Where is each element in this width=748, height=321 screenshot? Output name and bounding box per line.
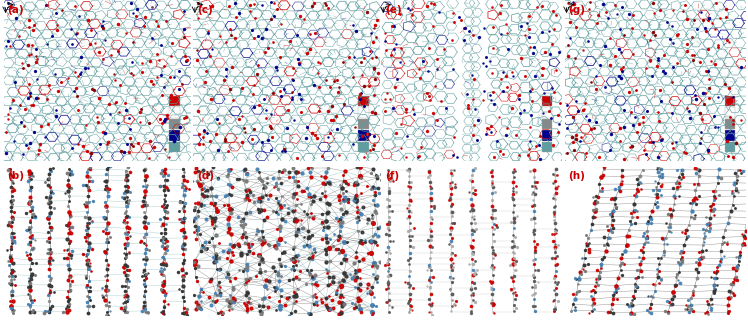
Text: (h): (h)	[568, 171, 585, 181]
FancyBboxPatch shape	[725, 107, 735, 118]
Text: (e): (e)	[385, 5, 402, 15]
Text: (b): (b)	[7, 171, 25, 181]
FancyBboxPatch shape	[542, 96, 551, 106]
FancyBboxPatch shape	[358, 142, 369, 152]
Text: (a): (a)	[7, 5, 24, 15]
FancyBboxPatch shape	[358, 119, 369, 129]
FancyBboxPatch shape	[169, 142, 180, 152]
FancyBboxPatch shape	[542, 119, 551, 129]
Text: (d): (d)	[197, 171, 214, 181]
FancyBboxPatch shape	[725, 119, 735, 129]
FancyBboxPatch shape	[169, 107, 180, 118]
FancyBboxPatch shape	[358, 130, 369, 141]
FancyBboxPatch shape	[725, 142, 735, 152]
FancyBboxPatch shape	[542, 142, 551, 152]
FancyBboxPatch shape	[358, 107, 369, 118]
FancyBboxPatch shape	[725, 130, 735, 141]
FancyBboxPatch shape	[725, 96, 735, 106]
FancyBboxPatch shape	[169, 119, 180, 129]
Text: (c): (c)	[197, 5, 212, 15]
FancyBboxPatch shape	[542, 107, 551, 118]
FancyBboxPatch shape	[358, 96, 369, 106]
FancyBboxPatch shape	[169, 130, 180, 141]
Text: (g): (g)	[568, 5, 586, 15]
FancyBboxPatch shape	[542, 130, 551, 141]
Text: (f): (f)	[385, 171, 399, 181]
FancyBboxPatch shape	[169, 96, 180, 106]
